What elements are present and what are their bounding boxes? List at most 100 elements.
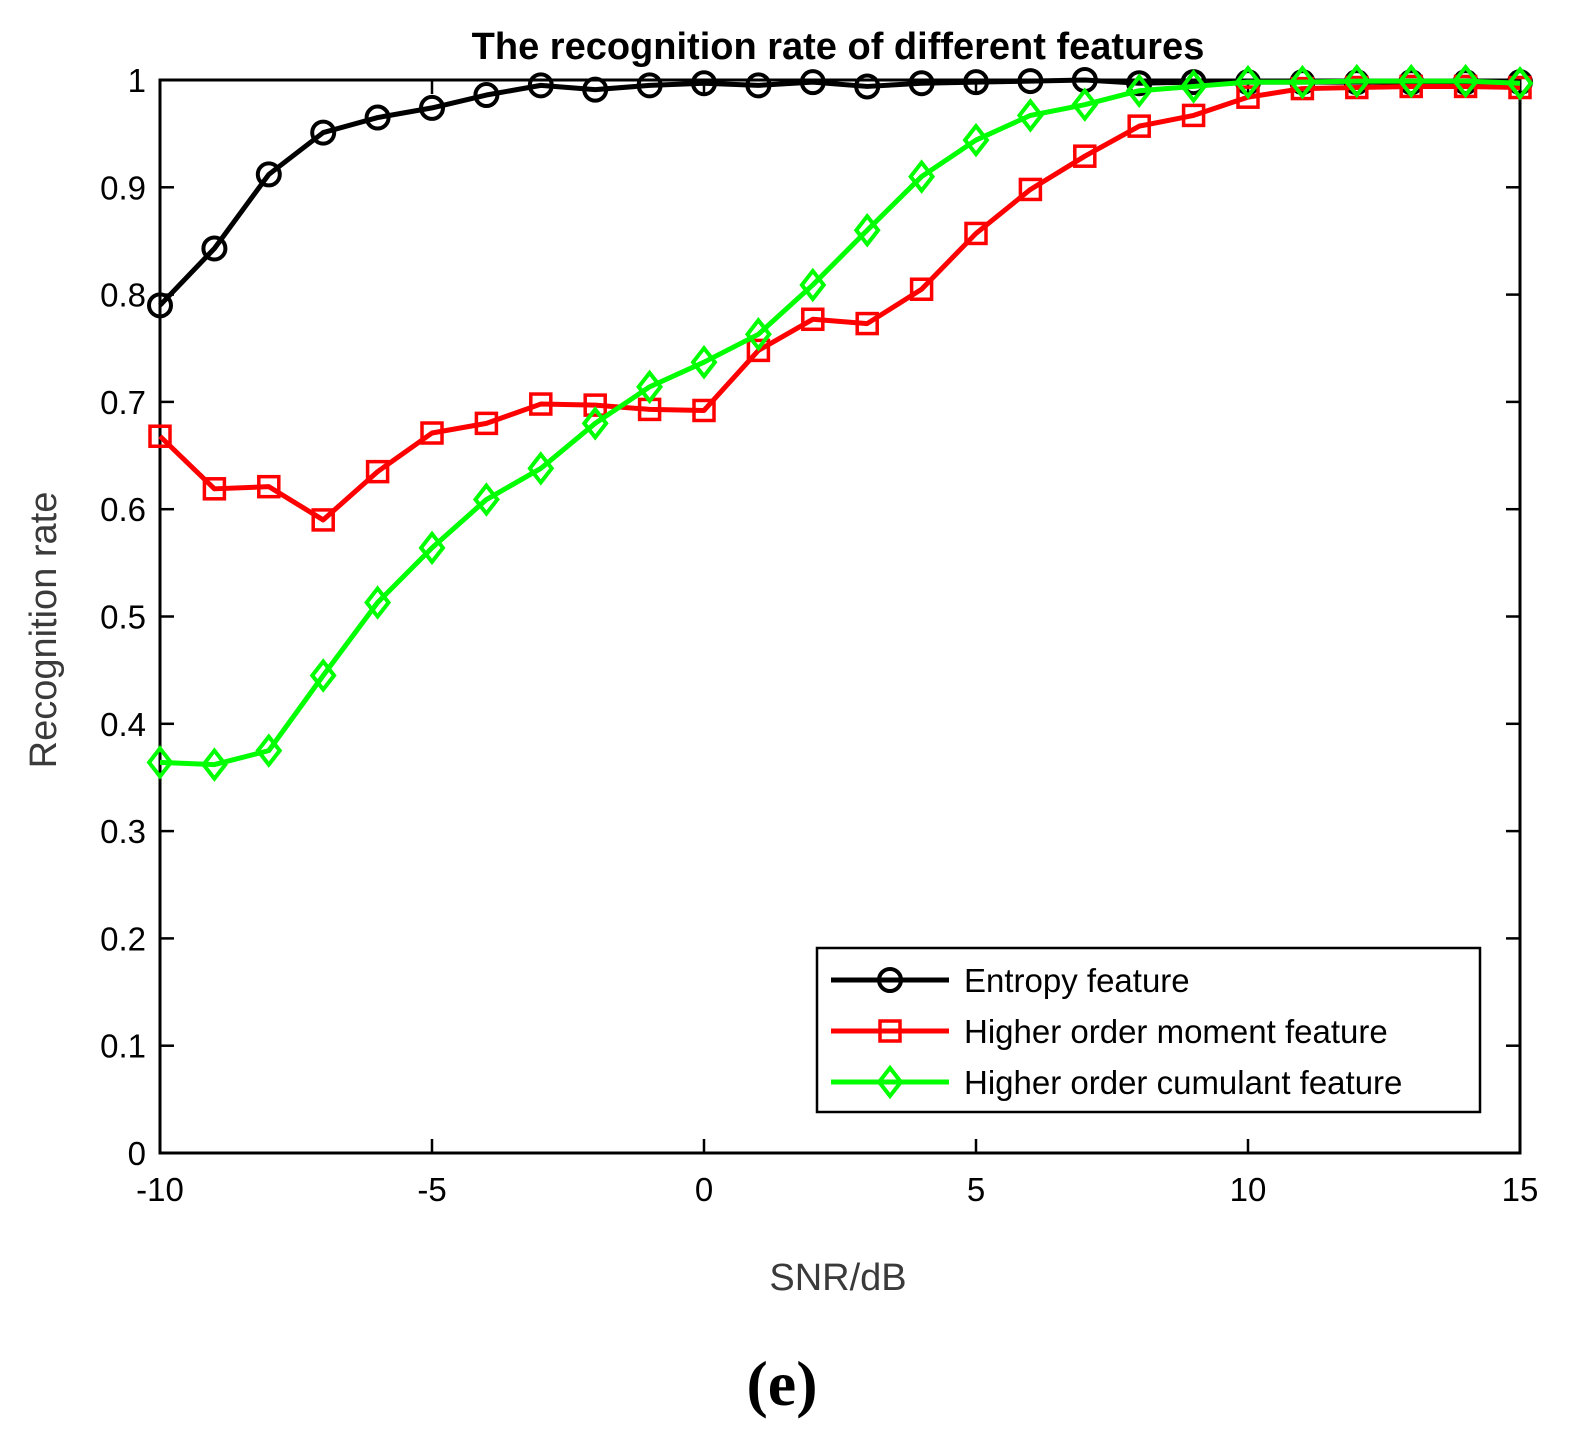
data-point [746, 338, 771, 363]
data-point [963, 69, 989, 96]
data-point [364, 104, 391, 131]
legend-item: Entropy feature [831, 962, 1190, 999]
legend-item: Higher order cumulant feature [831, 1064, 1402, 1101]
x-tick-label: 0 [695, 1171, 713, 1208]
data-point [473, 82, 500, 109]
x-tick-label: -10 [136, 1171, 184, 1208]
data-point [255, 161, 282, 188]
data-point [147, 292, 173, 319]
data-point [1017, 68, 1044, 95]
x-tick-label: 5 [967, 1171, 985, 1208]
data-point [1016, 98, 1044, 133]
data-point [691, 70, 717, 97]
data-point [1071, 87, 1099, 122]
y-tick-label: 0.2 [100, 920, 146, 957]
data-point [257, 474, 281, 499]
data-point [909, 277, 934, 301]
x-tick-label: 15 [1502, 1171, 1539, 1208]
legend-marker [877, 967, 903, 993]
data-point [962, 122, 990, 158]
y-tick-label: 0.6 [100, 491, 146, 528]
legend-marker [878, 1019, 902, 1043]
data-point [1234, 64, 1262, 100]
data-point [365, 459, 390, 484]
y-tick-label: 0.1 [100, 1028, 146, 1065]
panel-label: (e) [746, 1348, 817, 1419]
legend-item: Higher order moment feature [831, 1013, 1388, 1050]
data-point [801, 307, 825, 332]
data-point [1288, 64, 1316, 100]
data-point [1125, 73, 1153, 108]
x-tick-label: -5 [417, 1171, 446, 1208]
legend-marker [876, 1064, 904, 1100]
data-point [310, 119, 337, 146]
data-point [854, 73, 881, 100]
data-point [799, 69, 826, 96]
data-point [202, 477, 227, 501]
data-point [581, 406, 609, 441]
data-point [583, 393, 607, 417]
y-tick-label: 0.5 [100, 599, 146, 636]
y-tick-label: 0.3 [100, 813, 146, 850]
data-point [148, 424, 172, 448]
data-point [744, 317, 772, 352]
data-point [908, 70, 935, 97]
y-tick-label: 0.9 [100, 169, 146, 206]
plot-series [146, 63, 1534, 782]
data-point [1073, 144, 1097, 168]
x-tick-label: 10 [1230, 1171, 1267, 1208]
data-point [1127, 114, 1151, 138]
data-point [636, 72, 663, 99]
data-point [419, 94, 445, 121]
y-tick-label: 0.7 [100, 384, 146, 421]
data-point [527, 72, 554, 99]
data-point [309, 658, 337, 693]
y-tick-label: 1 [128, 62, 146, 99]
data-point [200, 747, 228, 782]
data-point [1236, 85, 1260, 109]
data-point [745, 72, 772, 99]
data-point [1126, 70, 1153, 97]
data-point [636, 369, 664, 405]
data-point [311, 508, 335, 532]
data-point [255, 733, 283, 768]
data-point [146, 745, 174, 780]
chart-title: The recognition rate of different featur… [472, 26, 1205, 68]
legend-box [815, 946, 1482, 1114]
data-point [1397, 63, 1425, 99]
data-point [1452, 63, 1480, 99]
series-2 [146, 63, 1534, 782]
data-point [799, 267, 827, 303]
legend-label: Higher order moment feature [964, 1013, 1388, 1050]
y-tick-label: 0.4 [100, 706, 146, 743]
data-point [855, 311, 879, 336]
y-tick-label: 0.8 [100, 277, 146, 314]
legend: Entropy feature Higher order moment featu… [815, 946, 1482, 1114]
y-tick-label: 0 [128, 1135, 146, 1172]
data-point [690, 344, 718, 380]
data-point [364, 585, 392, 620]
data-point [908, 159, 936, 194]
data-point [472, 482, 500, 517]
data-point [201, 235, 228, 262]
data-point [964, 221, 988, 246]
data-point [582, 76, 609, 103]
data-point [1506, 65, 1534, 101]
data-point [1018, 177, 1043, 202]
data-point [692, 398, 716, 423]
data-point [527, 451, 555, 486]
data-point [1181, 103, 1206, 128]
data-point [420, 421, 444, 445]
legend-label: Entropy feature [964, 962, 1190, 999]
data-point [418, 530, 446, 566]
y-axis-label: Recognition rate [23, 492, 65, 769]
data-point [474, 411, 499, 436]
x-axis-label: SNR/dB [769, 1257, 906, 1299]
data-point [1180, 69, 1208, 104]
series-1 [148, 74, 1532, 532]
data-point [853, 212, 881, 248]
data-point [529, 392, 553, 416]
data-point [1343, 63, 1371, 99]
